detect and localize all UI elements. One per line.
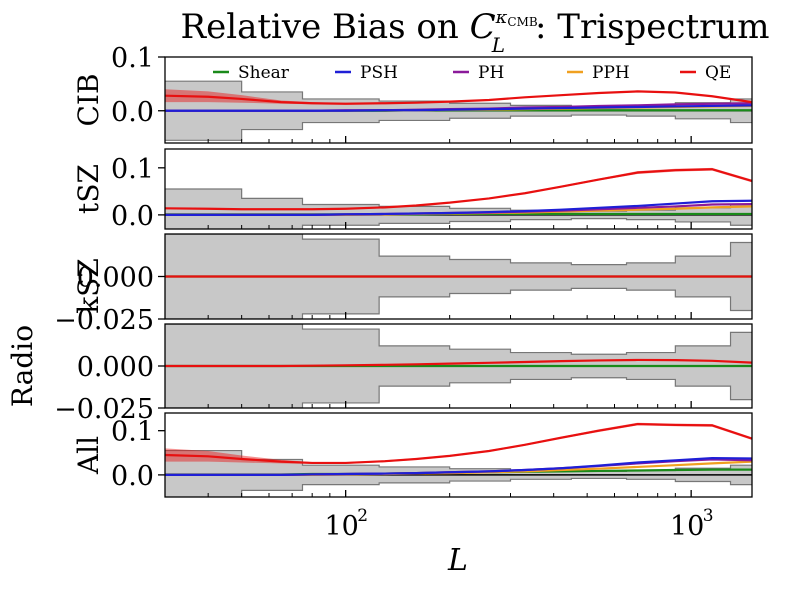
series-qe-line: [165, 358, 752, 368]
series-qe-line: [165, 422, 752, 465]
uncertainty-band-lower-edge: [165, 287, 752, 319]
panel-plot-area: [165, 324, 752, 408]
legend-item-pph: PPH: [567, 63, 630, 83]
legend-item-qe: QE: [680, 63, 731, 83]
y-tick-label: 0.0: [111, 201, 154, 232]
panel-radio: 0.000 −0.025 Radio: [6, 323, 753, 425]
legend-label-pph: PPH: [592, 63, 630, 83]
panel-plot-area: [165, 422, 752, 497]
uncertainty-band-lower-edge: [165, 114, 752, 141]
chart-title-c: C: [470, 7, 496, 47]
y-tick-label: −0.025: [54, 394, 154, 425]
y-tick-label: 0.0: [111, 461, 154, 492]
series-psh-line: [165, 199, 752, 216]
series-qe-error-band: [165, 422, 752, 464]
series-psh-line: [165, 104, 752, 112]
chart-title-sup-kappa: κ: [495, 7, 508, 28]
y-axis-label-radio: Radio: [6, 325, 39, 407]
x-tick-label: 102: [324, 506, 368, 542]
uncertainty-band: [165, 189, 752, 229]
y-tick-label: 0.000: [77, 352, 154, 383]
x-tick-label-exponent: 3: [703, 506, 714, 526]
legend-label-qe: QE: [705, 63, 731, 83]
legend-label-shear: Shear: [238, 63, 290, 83]
y-tick-label: −0.025: [54, 305, 154, 336]
uncertainty-band-upper-edge: [165, 234, 752, 266]
legend: Shear PSH PH PPH QE: [213, 63, 731, 83]
uncertainty-band-lower-edge: [301, 218, 752, 229]
panel-frame: [164, 56, 753, 144]
uncertainty-band-lower-edge: [241, 477, 752, 497]
legend-item-psh: PSH: [335, 63, 398, 83]
chart-title-main: Relative Bias on: [180, 7, 469, 47]
uncertainty-band-upper-edge: [165, 324, 752, 355]
panel-plot-area: [165, 80, 752, 141]
legend-label-ph: PH: [478, 63, 504, 83]
uncertainty-band-lower-edge: [165, 377, 752, 408]
x-axis-label: L: [447, 543, 468, 578]
panel-plot-area: [165, 234, 752, 319]
x-tick-label-base: 10: [670, 511, 704, 542]
chart-title-sub-l: L: [491, 33, 505, 57]
panels-group: 0.00.1CIB0.00.1tSZ0.000−0.025kSZ0.000−0.…: [6, 43, 753, 498]
x-tick-label: 103: [670, 506, 714, 542]
uncertainty-band-upper-edge: [165, 80, 752, 108]
y-axis-label-cib: CIB: [72, 73, 105, 126]
legend-label-psh: PSH: [360, 63, 398, 83]
y-tick-label: 0.000: [77, 263, 154, 294]
y-tick-label: 0.1: [111, 43, 154, 74]
y-tick-label: 0.1: [111, 154, 154, 185]
y-tick-label: 0.0: [111, 97, 154, 128]
panel-plot-area: [165, 167, 752, 229]
x-tick-label-exponent: 2: [357, 506, 368, 526]
panel-frame: [164, 412, 753, 498]
panel-frame: [164, 148, 753, 230]
chart-title-sup-cmb: CMB: [507, 15, 537, 29]
y-axis-label-all: All: [72, 436, 105, 475]
series-qe-line: [165, 90, 752, 105]
legend-item-ph: PH: [453, 63, 504, 83]
y-axis-label-tsz: tSZ: [72, 164, 105, 214]
chart-title: Relative Bias on CκCMB L : Trispectrum: [180, 7, 769, 57]
series-qe-line: [165, 168, 752, 211]
series-psh-line: [165, 456, 752, 476]
y-tick-label: 0.1: [111, 417, 154, 448]
legend-item-shear: Shear: [213, 63, 290, 83]
y-axis-label-ksz: kSZ: [72, 258, 105, 314]
chart-title-rest: : Trispectrum: [535, 7, 770, 47]
x-tick-label-base: 10: [324, 511, 358, 542]
